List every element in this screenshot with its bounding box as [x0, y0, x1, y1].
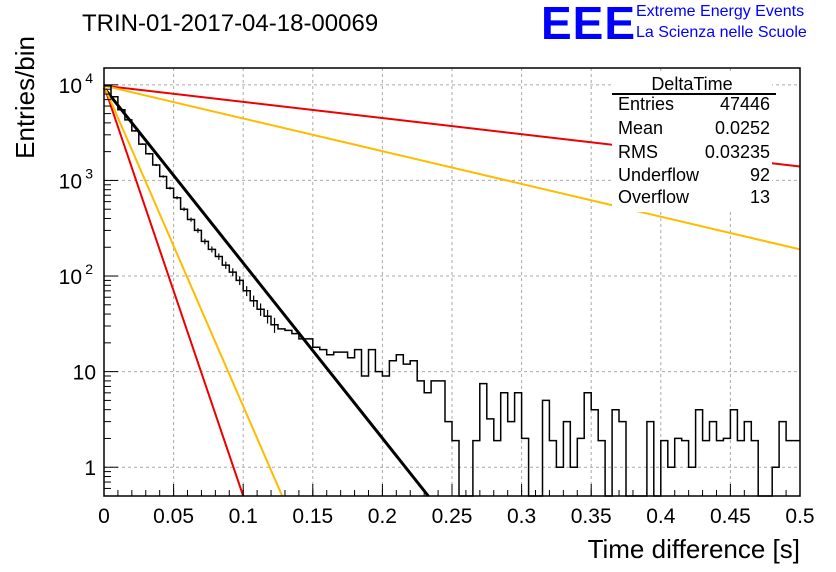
stats-box-background	[612, 72, 772, 212]
y-tick-exponent: 2	[85, 261, 93, 277]
y-tick-label: 10	[59, 266, 82, 289]
histogram-steps	[104, 84, 800, 497]
fit-line-3	[103, 85, 284, 497]
stats-label-mean: Mean	[618, 118, 663, 138]
fit-line-4	[103, 84, 801, 251]
stats-value-overflow: 13	[750, 187, 770, 207]
stats-title: DeltaTime	[651, 74, 732, 94]
eee-logo: EEE	[541, 0, 637, 49]
histogram	[104, 84, 800, 497]
stats-label-rms: RMS	[618, 142, 658, 162]
axis-ticks	[103, 84, 801, 497]
run-title: TRIN-01-2017-04-18-00069	[82, 10, 379, 37]
x-axis-title: Time difference [s]	[588, 534, 800, 564]
y-tick-label: 1	[84, 457, 96, 480]
logo-line-1: Extreme Energy Events	[636, 3, 805, 20]
x-tick-label: 0	[98, 505, 110, 528]
y-tick-label: 10	[73, 362, 96, 385]
stats-value-mean: 0.0252	[715, 118, 770, 138]
logo-line-2: La Scienza nelle Scuole	[636, 24, 807, 41]
y-axis-title: Entries/bin	[10, 36, 40, 159]
x-tick-label: 0.1	[229, 505, 258, 528]
y-tick-label: 10	[59, 75, 82, 98]
stats-label-underflow: Underflow	[618, 165, 700, 185]
x-tick-label: 0.35	[571, 505, 612, 528]
x-tick-label: 0.2	[368, 505, 397, 528]
x-tick-label: 0.5	[785, 505, 814, 528]
stats-value-underflow: 92	[750, 165, 770, 185]
x-tick-label: 0.25	[432, 505, 473, 528]
x-tick-label: 0.45	[710, 505, 751, 528]
stats-value-rms: 0.03235	[705, 142, 770, 162]
x-tick-label: 0.05	[153, 505, 194, 528]
y-tick-exponent: 3	[85, 165, 93, 181]
y-tick-exponent: 4	[85, 70, 93, 86]
y-tick-label: 10	[59, 170, 82, 193]
tick-labels: 0 0.05 0.1 0.15 0.2 0.25 0.3 0.35 0.4 0.45 0.5 1 10 1…	[59, 70, 815, 528]
stats-box: DeltaTime Entries 47446 Mean 0.0252 RMS …	[612, 72, 776, 212]
fit-line-1	[103, 85, 245, 497]
fit-line-0	[102, 86, 430, 497]
x-tick-label: 0.3	[507, 505, 536, 528]
fit-lines	[102, 84, 801, 497]
stats-value-entries: 47446	[720, 94, 770, 114]
stats-label-entries: Entries	[618, 94, 674, 114]
x-tick-label: 0.4	[646, 505, 676, 528]
x-tick-label: 0.15	[292, 505, 333, 528]
stats-label-overflow: Overflow	[618, 187, 690, 207]
